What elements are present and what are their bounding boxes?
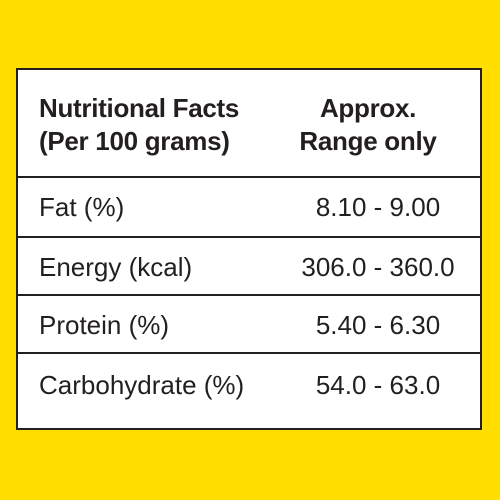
row-value: 54.0 - 63.0 (315, 370, 441, 400)
row-label: Energy (kcal) (39, 252, 193, 282)
row-value: 306.0 - 360.0 (301, 252, 455, 282)
table-row: Carbohydrate (%) 54.0 - 63.0 (18, 354, 480, 428)
row-divider (18, 352, 480, 354)
header-title: Nutritional Facts (39, 93, 240, 123)
table-row: Protein (%) 5.40 - 6.30 (18, 296, 480, 354)
row-divider (18, 176, 480, 178)
row-label: Fat (%) (39, 192, 125, 222)
row-divider (18, 294, 480, 296)
row-divider (18, 236, 480, 238)
nutrition-table: Nutritional Facts (Per 100 grams) Approx… (16, 68, 482, 430)
row-value: 5.40 - 6.30 (315, 310, 441, 340)
table-row: Fat (%) 8.10 - 9.00 (18, 178, 480, 238)
header-subtitle: (Per 100 grams) (39, 126, 230, 156)
header-range-line1: Approx. (319, 93, 417, 123)
row-label: Carbohydrate (%) (39, 370, 245, 400)
row-label: Protein (%) (39, 310, 170, 340)
header-range: Approx. Range only (288, 92, 448, 158)
header-range-line2: Range only (299, 126, 437, 156)
header-nutritional-facts: Nutritional Facts (Per 100 grams) (39, 92, 239, 158)
row-value: 8.10 - 9.00 (315, 192, 441, 222)
table-row: Energy (kcal) 306.0 - 360.0 (18, 238, 480, 296)
